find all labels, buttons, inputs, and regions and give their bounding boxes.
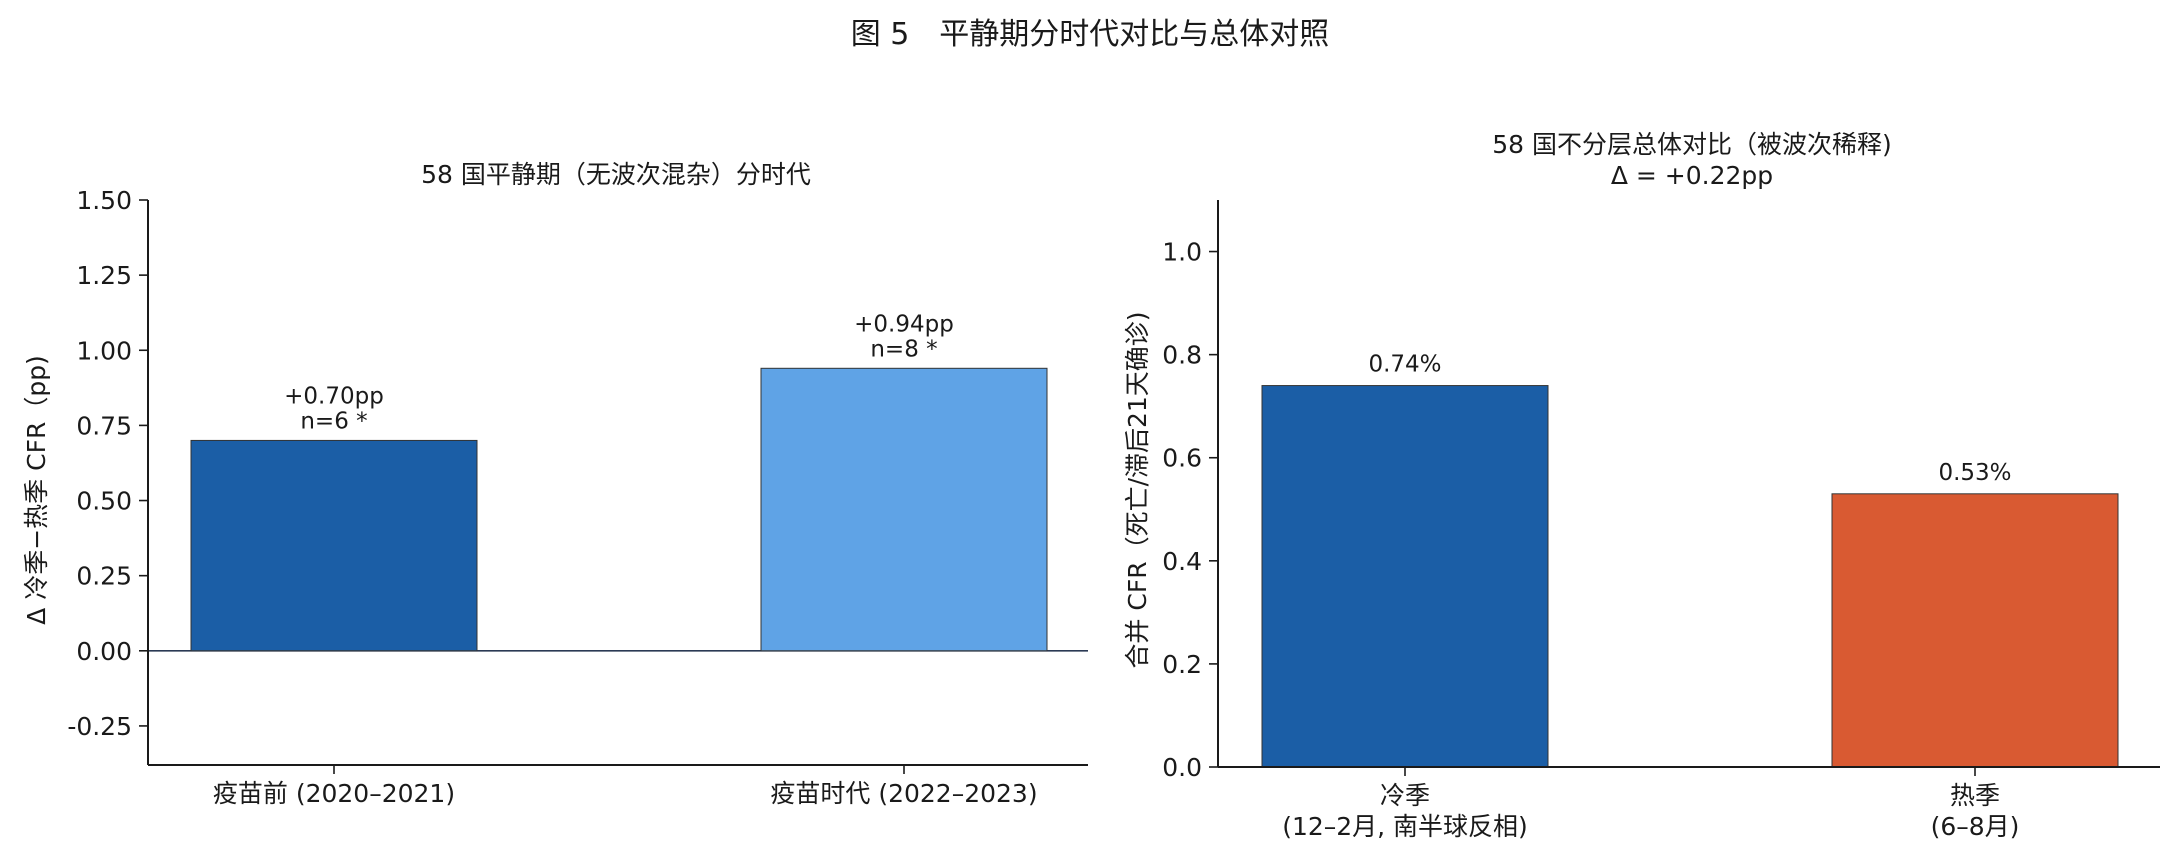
left-y-tick-label: -0.25 (67, 712, 132, 741)
right-y-tick-label: 0.4 (1162, 547, 1202, 576)
left-chart: 58 国平静期（无波次混杂）分时代 Δ 冷季−热季 CFR（pp) +0.70p… (22, 160, 1088, 808)
figure-title: 图 5 平静期分时代对比与总体对照 (851, 17, 1330, 52)
right-y-tick-label: 1.0 (1162, 238, 1202, 267)
right-x-tick-label: 热季 (1950, 781, 2000, 810)
left-bar-value-label: +0.70pp (284, 383, 384, 409)
left-y-tick-label: 1.25 (76, 261, 132, 290)
left-y-tick-label: 0.00 (76, 637, 132, 666)
left-y-axis-label: Δ 冷季−热季 CFR（pp) (22, 355, 51, 625)
right-x-tick-label: 冷季 (1380, 781, 1430, 810)
left-y-tick-label: 1.50 (76, 186, 132, 215)
right-chart-subtitle: Δ = +0.22pp (1611, 161, 1773, 190)
right-bar-data-label: 0.53% (1938, 460, 2011, 486)
left-chart-title: 58 国平静期（无波次混杂）分时代 (421, 160, 811, 189)
right-bar (1831, 493, 2119, 768)
right-bar (1261, 385, 1549, 768)
right-chart: 58 国不分层总体对比（被波次稀释) Δ = +0.22pp 合并 CFR（死亡… (1123, 130, 2160, 841)
right-y-tick-label: 0.0 (1162, 753, 1202, 782)
left-y-tick-label: 0.75 (76, 411, 132, 440)
right-y-axis-label: 合并 CFR（死亡/滞后21天确诊) (1123, 311, 1152, 668)
right-x-tick-label: (6–8月) (1931, 812, 2020, 841)
left-x-tick-label: 疫苗时代 (2022–2023) (770, 779, 1037, 808)
right-y-tick-label: 0.8 (1162, 341, 1202, 370)
right-bar-data-label: 0.74% (1368, 352, 1441, 378)
left-bar-n-label: n=6 * (300, 408, 367, 434)
right-y-tick-label: 0.6 (1162, 444, 1202, 473)
right-chart-title: 58 国不分层总体对比（被波次稀释) (1492, 130, 1892, 159)
left-bar (190, 439, 478, 652)
left-bar-n-label: n=8 * (870, 336, 937, 362)
left-x-tick-label: 疫苗前 (2020–2021) (213, 779, 455, 808)
right-x-tick-label: (12–2月, 南半球反相) (1282, 812, 1528, 841)
right-y-tick-label: 0.2 (1162, 650, 1202, 679)
left-y-tick-label: 0.25 (76, 562, 132, 591)
left-bar (760, 367, 1048, 652)
left-y-tick-label: 1.00 (76, 336, 132, 365)
left-bar-value-label: +0.94pp (854, 311, 954, 337)
left-y-tick-label: 0.50 (76, 487, 132, 516)
